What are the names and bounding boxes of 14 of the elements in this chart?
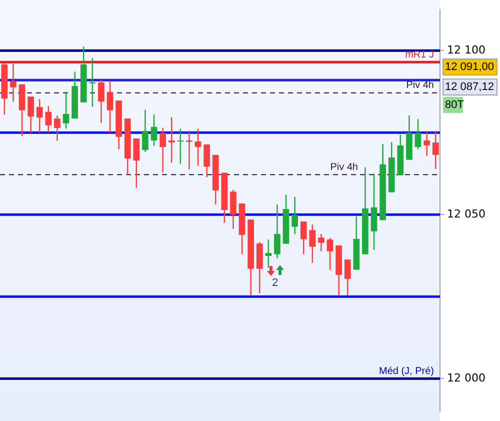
y-tick-label: 12 050 bbox=[447, 207, 486, 220]
text: 12 091,00 bbox=[445, 61, 494, 74]
ref-line-label: Méd (J, Pré) bbox=[378, 366, 434, 377]
candlestick bbox=[10, 62, 16, 102]
y-tick-label: 12 000 bbox=[447, 371, 486, 384]
y-tick-label: 12 100 bbox=[447, 43, 486, 56]
text: 80T bbox=[445, 99, 464, 112]
ref-line-label: Piv 4h bbox=[330, 162, 358, 173]
ref-line-label: Piv 4h bbox=[406, 80, 434, 92]
candlestick bbox=[424, 130, 430, 156]
annotation: 2 bbox=[272, 277, 278, 290]
candlestick bbox=[186, 130, 192, 170]
ref-line-label: mR1 J bbox=[405, 49, 434, 60]
text: 12 087,12 bbox=[445, 81, 494, 94]
